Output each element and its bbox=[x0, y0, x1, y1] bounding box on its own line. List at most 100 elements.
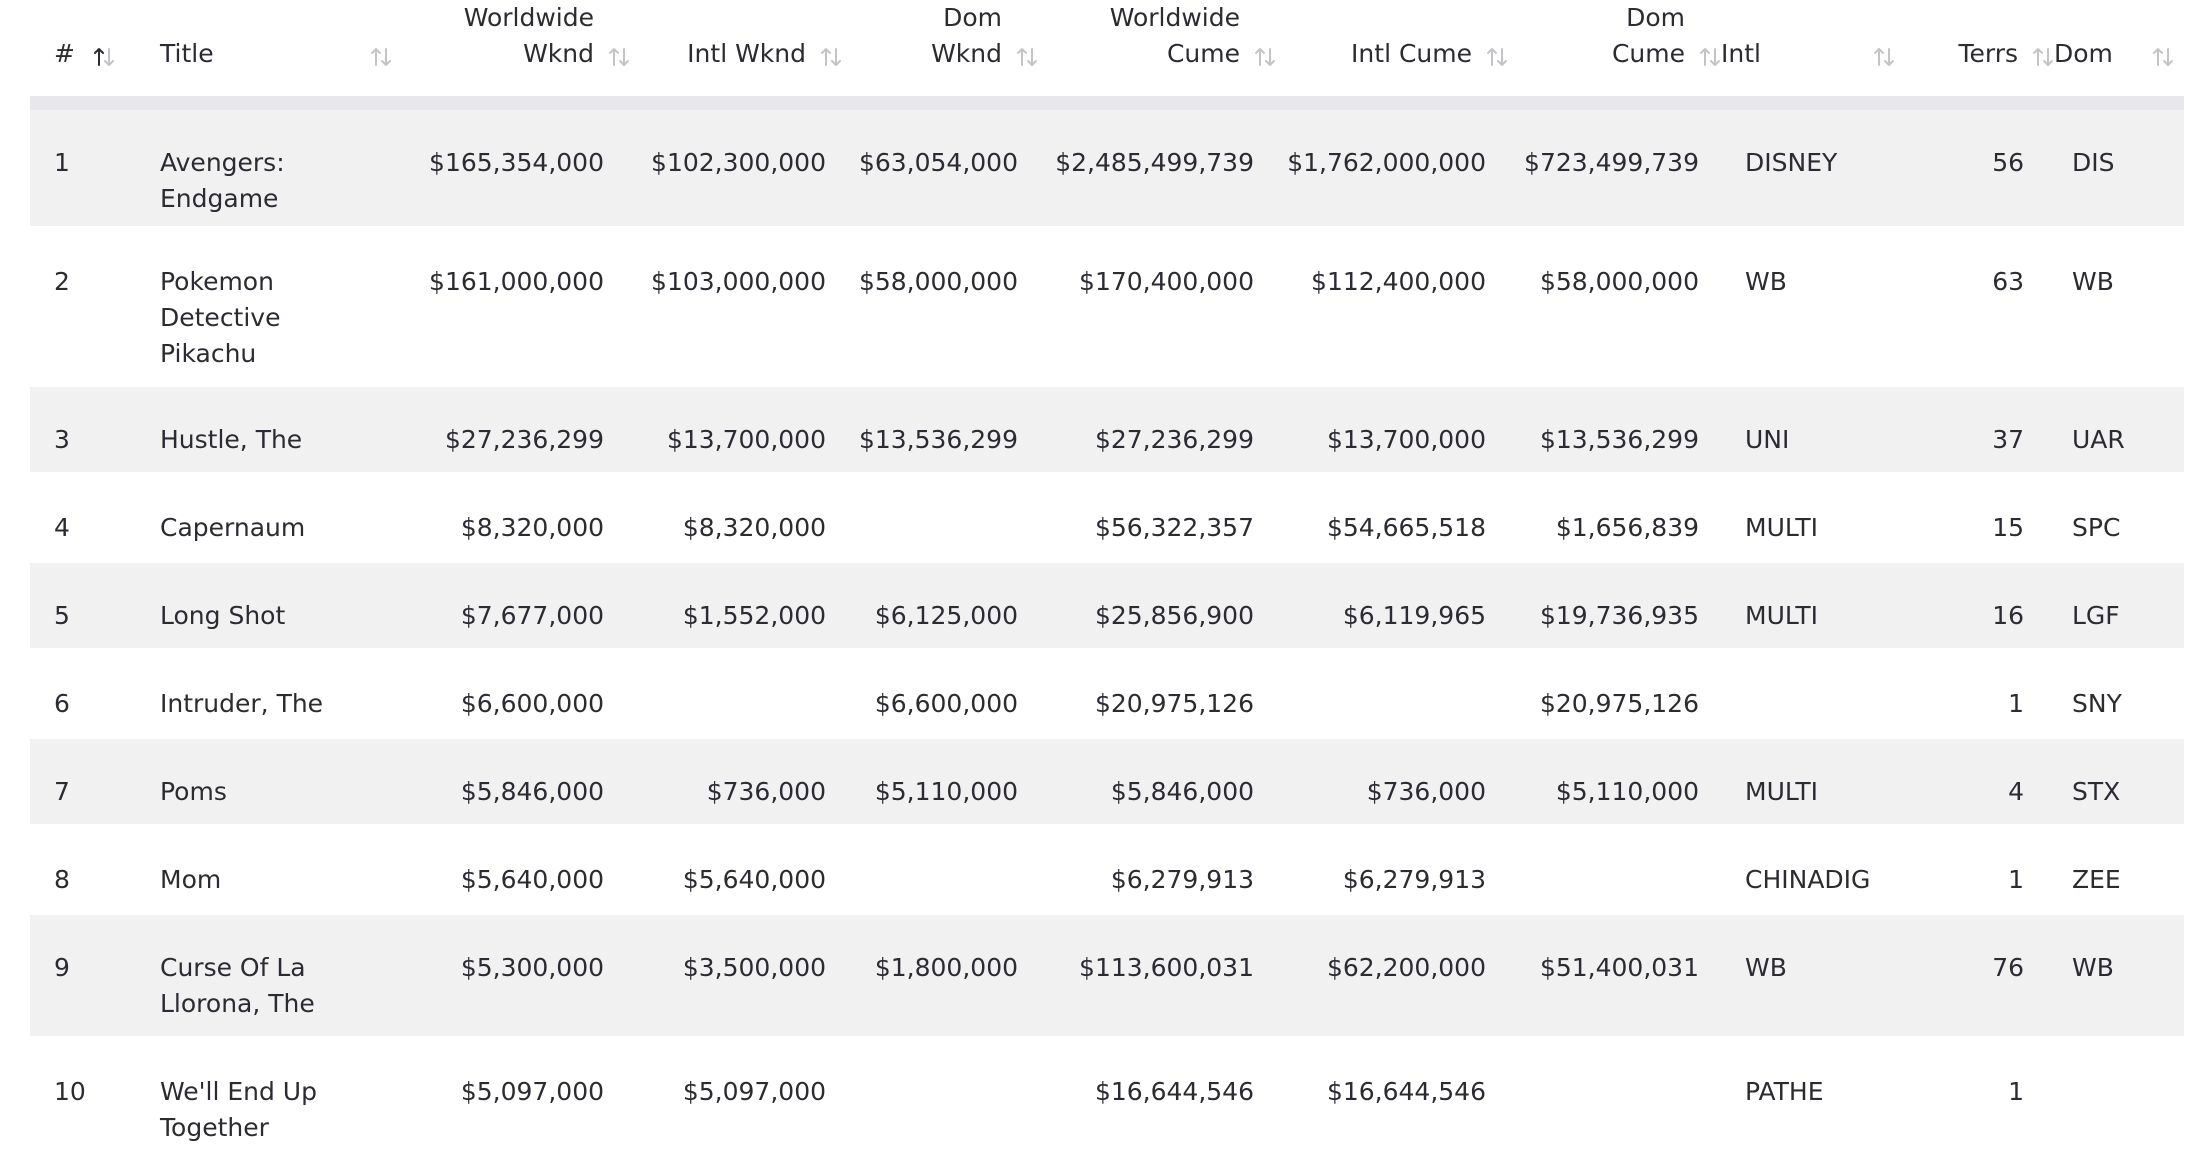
cell-title[interactable]: Intruder, The bbox=[160, 649, 400, 737]
cell-rank: 9 bbox=[54, 952, 70, 982]
column-header-label: Intl Cume bbox=[1351, 36, 1472, 72]
cell-intl-cume: $6,279,913 bbox=[1342, 864, 1486, 894]
cell-dom-distributor: WB bbox=[2072, 266, 2114, 296]
cell-dom-cume: $5,110,000 bbox=[1555, 776, 1699, 806]
column-header-rank[interactable]: # bbox=[30, 0, 160, 103]
table-row[interactable]: 4 Capernaum $8,320,000 $8,320,000 $56,322,35… bbox=[30, 473, 2184, 561]
column-header-dom-distributor[interactable]: Dom bbox=[2054, 0, 2184, 103]
cell-intl-cume: $13,700,000 bbox=[1326, 424, 1486, 454]
cell-terrs: 56 bbox=[1992, 148, 2024, 177]
cell-terrs: 1 bbox=[2008, 864, 2024, 894]
sort-arrows-icon[interactable] bbox=[1016, 44, 1038, 68]
table-row[interactable]: 1 Avengers: Endgame $165,354,000 $102,300,00… bbox=[30, 103, 2184, 227]
cell-worldwide-cume: $2,485,499,739 bbox=[1055, 148, 1254, 177]
cell-worldwide-wknd: $5,300,000 bbox=[460, 952, 604, 982]
column-header-terrs[interactable]: Terrs bbox=[1909, 0, 2054, 103]
cell-dom-wknd: $63,054,000 bbox=[858, 148, 1018, 177]
column-header-intl-distributor[interactable]: Intl bbox=[1721, 0, 1909, 103]
table-row[interactable]: 9 Curse Of La Llorona, The $5,300,000 $3,500… bbox=[30, 913, 2184, 1037]
cell-rank: 2 bbox=[54, 266, 70, 296]
column-header-label-line2: Intl Wknd bbox=[687, 39, 806, 68]
table-header: # Title Worldwide Wknd Intl Wknd Dom Wknd World… bbox=[30, 0, 2184, 103]
column-header-worldwide-cume[interactable]: Worldwide Cume bbox=[1038, 0, 1276, 103]
cell-rank: 4 bbox=[54, 512, 70, 542]
cell-dom-distributor: LGF bbox=[2072, 600, 2120, 630]
cell-title[interactable]: Long Shot bbox=[160, 561, 400, 649]
cell-title[interactable]: Pokemon Detective Pikachu bbox=[160, 227, 400, 385]
title-line: Together bbox=[160, 1112, 269, 1142]
column-header-title[interactable]: Title bbox=[160, 0, 400, 103]
table-row[interactable]: 10 We'll End Up Together $5,097,000 $5,097,0… bbox=[30, 1037, 2184, 1161]
title-line: Hustle, The bbox=[160, 424, 303, 454]
cell-rank: 10 bbox=[54, 1076, 86, 1106]
cell-title[interactable]: We'll End Up Together bbox=[160, 1037, 400, 1161]
column-header-content: Dom Cume bbox=[1508, 0, 1721, 72]
column-header-dom-wknd[interactable]: Dom Wknd bbox=[842, 0, 1038, 103]
column-header-label: Worldwide Cume bbox=[1110, 0, 1240, 72]
sort-arrows-icon[interactable] bbox=[608, 44, 630, 68]
cell-intl-cume: $54,665,518 bbox=[1326, 512, 1486, 542]
cell-title[interactable]: Curse Of La Llorona, The bbox=[160, 913, 400, 1037]
sort-arrows-icon[interactable] bbox=[370, 44, 392, 68]
column-header-content: Dom bbox=[2054, 36, 2184, 72]
cell-dom-distributor: SNY bbox=[2072, 688, 2122, 718]
cell-dom-wknd: $6,600,000 bbox=[874, 688, 1018, 718]
sort-arrows-icon[interactable] bbox=[1699, 44, 1721, 68]
column-header-content: Worldwide Cume bbox=[1038, 0, 1276, 72]
sort-ascending-icon[interactable] bbox=[93, 44, 115, 68]
column-header-content: Dom Wknd bbox=[842, 0, 1038, 72]
column-header-intl-wknd[interactable]: Intl Wknd bbox=[630, 0, 842, 103]
cell-intl-cume: $112,400,000 bbox=[1311, 266, 1486, 296]
sort-arrows-icon[interactable] bbox=[1254, 44, 1276, 68]
cell-worldwide-cume: $16,644,546 bbox=[1094, 1076, 1254, 1106]
cell-title[interactable]: Mom bbox=[160, 825, 400, 913]
sort-arrows-icon[interactable] bbox=[2032, 44, 2054, 68]
column-header-label: Dom Cume bbox=[1612, 0, 1685, 72]
cell-intl-distributor: MULTI bbox=[1745, 776, 1818, 806]
cell-title[interactable]: Poms bbox=[160, 737, 400, 825]
table-row[interactable]: 6 Intruder, The $6,600,000 $6,600,000 $20,97… bbox=[30, 649, 2184, 737]
cell-terrs: 15 bbox=[1992, 512, 2024, 542]
title-line: Llorona, The bbox=[160, 988, 315, 1018]
title-line: Endgame bbox=[160, 184, 279, 213]
table-row[interactable]: 8 Mom $5,640,000 $5,640,000 $6,279,913 $6,279… bbox=[30, 825, 2184, 913]
column-header-intl-cume[interactable]: Intl Cume bbox=[1276, 0, 1508, 103]
cell-intl-wknd: $5,640,000 bbox=[682, 864, 826, 894]
sort-arrows-icon[interactable] bbox=[820, 44, 842, 68]
title-line: Avengers: bbox=[160, 148, 285, 177]
table-row[interactable]: 7 Poms $5,846,000 $736,000 $5,110,000 $5,846,… bbox=[30, 737, 2184, 825]
column-header-dom-cume[interactable]: Dom Cume bbox=[1508, 0, 1721, 103]
cell-worldwide-cume: $20,975,126 bbox=[1094, 688, 1254, 718]
sort-arrows-icon[interactable] bbox=[2152, 44, 2174, 68]
table-row[interactable]: 2 Pokemon Detective Pikachu $161,000,000 $103… bbox=[30, 227, 2184, 385]
cell-dom-cume: $19,736,935 bbox=[1539, 600, 1699, 630]
cell-rank: 6 bbox=[54, 688, 70, 718]
table-row[interactable]: 5 Long Shot $7,677,000 $1,552,000 $6,125,000… bbox=[30, 561, 2184, 649]
cell-intl-distributor: WB bbox=[1745, 266, 1787, 296]
sort-arrows-icon[interactable] bbox=[1873, 44, 1895, 68]
column-header-label: Terrs bbox=[1958, 36, 2018, 72]
sort-arrows-icon[interactable] bbox=[1486, 44, 1508, 68]
cell-title[interactable]: Hustle, The bbox=[160, 385, 400, 473]
cell-intl-wknd: $5,097,000 bbox=[682, 1076, 826, 1106]
column-header-content: Terrs bbox=[1909, 36, 2054, 72]
cell-title[interactable]: Capernaum bbox=[160, 473, 400, 561]
cell-dom-cume: $20,975,126 bbox=[1539, 688, 1699, 718]
cell-dom-wknd: $58,000,000 bbox=[858, 266, 1018, 296]
table-row[interactable]: 3 Hustle, The $27,236,299 $13,700,000 $13,53… bbox=[30, 385, 2184, 473]
cell-intl-cume bbox=[1276, 649, 1508, 737]
cell-dom-wknd: $5,110,000 bbox=[874, 776, 1018, 806]
column-header-worldwide-wknd[interactable]: Worldwide Wknd bbox=[400, 0, 630, 103]
column-header-content: # bbox=[54, 36, 160, 72]
cell-worldwide-cume: $113,600,031 bbox=[1079, 952, 1254, 982]
cell-intl-cume: $16,644,546 bbox=[1326, 1076, 1486, 1106]
cell-rank: 3 bbox=[54, 424, 70, 454]
cell-title[interactable]: Avengers: Endgame bbox=[160, 103, 400, 227]
cell-intl-wknd: $102,300,000 bbox=[651, 148, 826, 177]
title-line: Pokemon bbox=[160, 266, 274, 296]
cell-worldwide-wknd: $8,320,000 bbox=[460, 512, 604, 542]
column-header-label-line2: Terrs bbox=[1958, 39, 2018, 68]
cell-dom-cume: $1,656,839 bbox=[1555, 512, 1699, 542]
cell-intl-cume: $62,200,000 bbox=[1326, 952, 1486, 982]
cell-dom-cume bbox=[1508, 1037, 1721, 1161]
